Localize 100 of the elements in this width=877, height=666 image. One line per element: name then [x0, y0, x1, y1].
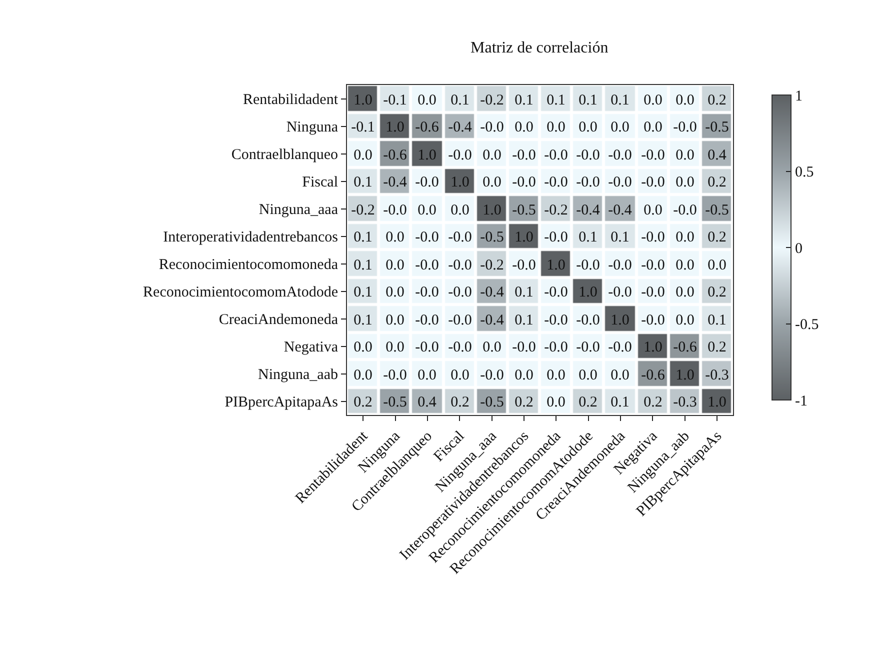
data-label: -0.5	[705, 202, 729, 218]
data-label: -0.5	[480, 394, 504, 410]
data-label: 0.0	[386, 339, 404, 356]
data-label: -0.2	[544, 202, 568, 218]
data-label: 0.0	[386, 229, 404, 246]
data-label: -0.5	[480, 229, 504, 246]
data-label: 0.1	[354, 229, 372, 246]
data-label: -0.4	[480, 284, 504, 300]
y-tick-label: Contraelblanqueo	[231, 147, 338, 163]
data-label: 0.2	[708, 284, 726, 300]
data-label: 0.4	[418, 394, 437, 410]
data-label: -0.3	[673, 394, 697, 410]
data-label: -0.0	[576, 312, 600, 328]
data-label: -0.0	[415, 229, 439, 246]
data-label: 0.0	[676, 229, 694, 246]
y-tick-label: Ninguna_aab	[258, 367, 338, 383]
data-label: 0.1	[354, 174, 372, 190]
y-tick-label: ReconocimientocomomAtodode	[143, 284, 338, 300]
data-label: -0.0	[576, 257, 600, 274]
data-label: 0.0	[644, 119, 662, 136]
data-label: 1.0	[546, 257, 566, 274]
data-label: -0.0	[512, 147, 536, 164]
data-label: -0.0	[415, 339, 439, 356]
data-label: 0.0	[676, 174, 694, 190]
color-bar-label: 0	[795, 240, 802, 257]
data-label: -0.0	[383, 202, 407, 218]
data-label: 0.1	[514, 284, 534, 300]
color-bar-label: -0.5	[795, 317, 819, 333]
data-label: -0.6	[673, 339, 698, 356]
data-label: 1.0	[708, 394, 726, 410]
data-label: 0.0	[514, 119, 534, 136]
color-bar-label: 0.5	[795, 164, 814, 180]
data-label: 1.0	[418, 147, 436, 164]
data-label: -0.5	[512, 202, 536, 218]
data-label: 0.1	[514, 92, 534, 108]
data-label: -0.0	[641, 257, 665, 274]
data-label: 0.0	[386, 284, 404, 300]
data-label: 1.0	[482, 202, 502, 218]
data-label: 0.1	[578, 92, 598, 108]
data-label: -0.4	[576, 202, 600, 218]
data-label: 0.1	[354, 312, 372, 328]
data-label: 1.0	[386, 119, 404, 136]
data-label: 0.0	[386, 257, 404, 274]
data-label: 0.0	[354, 367, 372, 384]
data-label: 0.0	[482, 339, 502, 356]
data-label: 1.0	[514, 229, 534, 246]
data-label: -0.0	[448, 257, 472, 274]
data-label: 0.0	[418, 92, 436, 108]
data-label: -0.0	[608, 174, 632, 190]
data-label: 1.0	[354, 92, 372, 108]
data-label: 0.1	[610, 229, 630, 246]
y-tick-label: Interoperatividadentrebancos	[163, 230, 338, 246]
data-label: -0.0	[641, 284, 665, 300]
data-label: -0.0	[641, 229, 665, 246]
data-label: 0.2	[514, 394, 534, 410]
data-label: 0.0	[482, 147, 502, 164]
data-label: -0.0	[415, 257, 439, 274]
data-label: -0.6	[383, 147, 408, 164]
data-label: -0.0	[415, 284, 439, 300]
y-tick-label: Negativa	[284, 340, 338, 356]
data-label: 0.0	[676, 312, 694, 328]
data-label: 0.1	[708, 312, 726, 328]
data-label: -0.0	[512, 257, 536, 274]
data-label: -0.0	[480, 367, 504, 384]
data-label: 0.2	[450, 394, 470, 410]
data-label: 0.2	[708, 92, 726, 108]
data-label: 0.0	[676, 284, 694, 300]
data-label: -0.4	[383, 174, 408, 190]
data-label: -0.0	[448, 284, 472, 300]
data-label: -0.0	[415, 312, 439, 328]
data-label: -0.6	[641, 367, 666, 384]
data-label: -0.0	[608, 339, 632, 356]
data-label: 0.1	[354, 257, 372, 274]
data-label: 0.1	[578, 229, 598, 246]
data-label: -0.0	[512, 174, 536, 190]
data-label: -0.1	[351, 119, 375, 136]
data-label: -0.0	[608, 147, 632, 164]
data-label: 0.0	[418, 367, 436, 384]
data-label: 0.0	[676, 257, 694, 274]
data-label: -0.0	[544, 174, 568, 190]
data-label: 0.0	[546, 394, 566, 410]
y-tick-label: Fiscal	[302, 174, 338, 190]
y-tick-label: Ninguna	[286, 120, 338, 136]
color-bar-label: -1	[795, 393, 808, 410]
data-label: 0.0	[386, 312, 404, 328]
data-label: -0.0	[544, 229, 568, 246]
data-label: 0.1	[354, 284, 372, 300]
data-label: 0.2	[644, 394, 662, 410]
data-label: -0.6	[415, 119, 440, 136]
data-label: 1.0	[450, 174, 470, 190]
data-label: -0.0	[673, 119, 697, 136]
data-label: -0.0	[544, 312, 568, 328]
data-label: 0.4	[708, 147, 727, 164]
data-label: -0.5	[705, 119, 729, 136]
data-label: 0.0	[418, 202, 436, 218]
data-label: -0.4	[480, 312, 504, 328]
data-label: -0.4	[608, 202, 632, 218]
data-label: -0.2	[480, 92, 504, 108]
data-label: 0.0	[644, 92, 662, 108]
data-label: -0.3	[705, 367, 729, 384]
